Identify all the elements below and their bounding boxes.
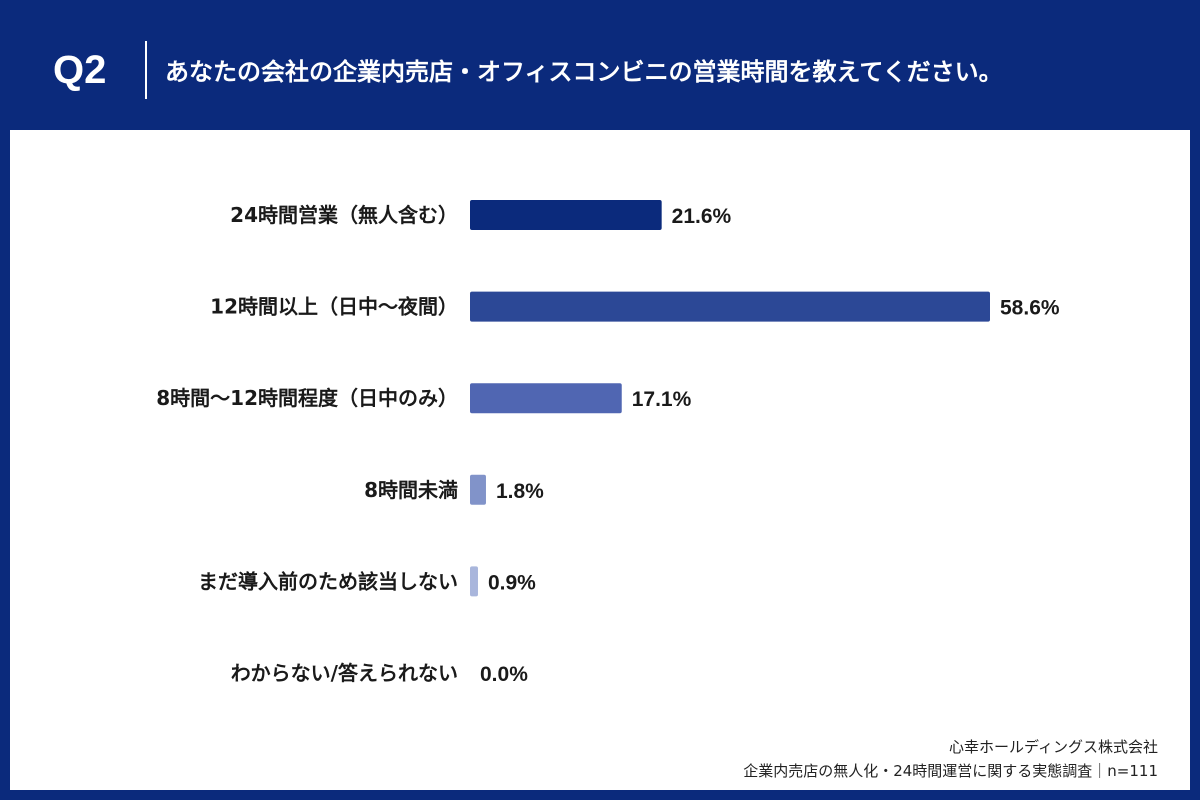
value-label: 0.9% <box>488 571 536 594</box>
category-label: 12時間以上（日中〜夜間） <box>210 295 458 319</box>
category-label: 8時間未満 <box>364 478 458 502</box>
category-label: わからない/答えられない <box>231 661 458 685</box>
question-number: Q2 <box>53 48 107 92</box>
value-label: 1.8% <box>496 480 544 503</box>
question-text: あなたの会社の企業内売店・オフィスコンビニの営業時間を教えてください。 <box>165 58 1003 86</box>
bar <box>470 291 990 322</box>
bar <box>470 383 622 414</box>
value-label: 58.6% <box>1000 297 1060 320</box>
header-banner: Q2 あなたの会社の企業内売店・オフィスコンビニの営業時間を教えてください。 <box>0 0 1200 130</box>
category-label: 24時間営業（無人含む） <box>230 203 458 227</box>
bar <box>470 200 662 230</box>
bar <box>470 474 486 505</box>
value-label: 21.6% <box>672 205 732 228</box>
category-label: 8時間〜12時間程度（日中のみ） <box>156 386 458 410</box>
category-label: まだ導入前のため該当しない <box>198 569 458 593</box>
value-label: 0.0% <box>480 663 528 686</box>
chart-panel <box>10 130 1190 790</box>
footer-company: 心幸ホールディングス株式会社 <box>949 738 1158 756</box>
header-divider <box>145 41 147 99</box>
footer-survey: 企業内売店の無人化・24時間運営に関する実態調査｜n=111 <box>743 762 1158 780</box>
bar <box>470 566 478 597</box>
value-label: 17.1% <box>632 388 692 411</box>
